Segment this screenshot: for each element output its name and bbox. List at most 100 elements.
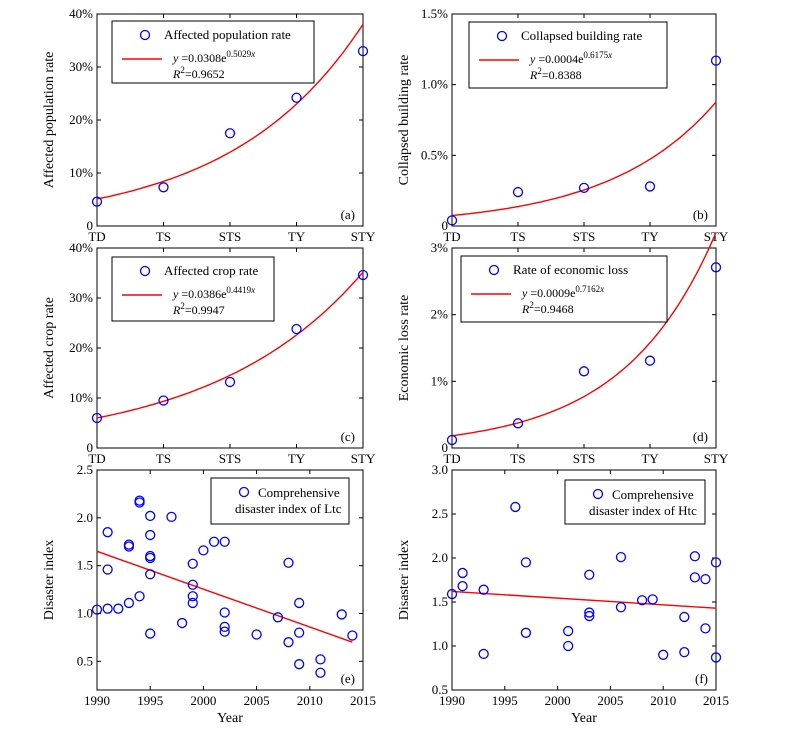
- data-point: [710, 652, 722, 663]
- data-point: [512, 186, 524, 198]
- data-point: [689, 551, 701, 562]
- data-point: [315, 654, 326, 665]
- x-tick-label: STS: [573, 229, 595, 244]
- r-squared: R2=0.9652: [172, 65, 225, 81]
- data-point: [219, 626, 230, 637]
- x-tick-label: 2015: [350, 693, 376, 708]
- data-point: [584, 607, 595, 618]
- y-axis-label: Disaster index: [42, 540, 57, 620]
- panel-b: 0 0.5% 1.0% 1.5% TD TS STS TY STY Collapsed build…: [397, 6, 729, 244]
- data-point: [710, 557, 722, 568]
- data-point: [91, 412, 103, 424]
- x-tick-label: TD: [88, 451, 105, 466]
- data-point: [563, 640, 574, 652]
- legend-marker: [139, 29, 151, 41]
- x-axis-label: Year: [571, 711, 597, 726]
- data-point: [145, 552, 156, 564]
- y-tick-label: 0: [442, 440, 449, 455]
- fit-curve: [451, 232, 717, 437]
- data-point: [520, 557, 532, 568]
- data-point: [224, 128, 236, 139]
- data-point: [446, 588, 458, 600]
- legend-label: Affected population rate: [164, 27, 291, 42]
- legend-box: [210, 477, 350, 525]
- data-point: [187, 591, 198, 602]
- y-tick-label: 2.5: [77, 462, 93, 477]
- y-tick-label: 30%: [69, 290, 93, 305]
- data-point: [91, 196, 103, 207]
- data-point: [446, 215, 458, 226]
- data-point: [336, 609, 347, 620]
- data-point: [123, 597, 135, 609]
- data-point: [283, 557, 294, 568]
- panel-label: (b): [693, 207, 708, 222]
- data-point: [251, 629, 262, 640]
- data-point: [294, 627, 305, 638]
- fit-curve: [96, 271, 364, 419]
- data-point: [158, 182, 169, 193]
- data-point: [166, 511, 177, 523]
- x-tick-label: TS: [510, 229, 525, 244]
- x-tick-label: TD: [443, 229, 460, 244]
- x-tick-label: TS: [510, 451, 525, 466]
- y-tick-label: 0: [87, 440, 94, 455]
- y-tick-label: 2%: [431, 307, 449, 322]
- data-point: [710, 262, 722, 273]
- x-tick-label: STS: [573, 451, 595, 466]
- x-tick-label: 1990: [84, 693, 110, 708]
- x-tick-label: 2000: [190, 693, 216, 708]
- legend-label: Collapsed building rate: [521, 28, 643, 43]
- data-point: [187, 597, 198, 609]
- legend-marker: [139, 265, 151, 277]
- data-point: [291, 92, 302, 103]
- data-point: [700, 623, 711, 634]
- data-point: [563, 625, 574, 637]
- panel-a: 0 10% 20% 30% 40% TD TS STS TY STY Affected popula…: [42, 6, 376, 244]
- data-point: [208, 536, 220, 547]
- y-tick-label: 40%: [69, 6, 93, 21]
- data-point: [102, 603, 113, 614]
- data-point: [224, 376, 236, 388]
- x-tick-label: 1990: [439, 693, 465, 708]
- x-tick-label: TS: [156, 451, 171, 466]
- y-tick-label: 0.5%: [421, 147, 448, 162]
- x-tick-label: STS: [219, 229, 241, 244]
- x-tick-label: TY: [288, 229, 306, 244]
- data-point: [679, 611, 690, 623]
- y-tick-label: 10%: [69, 390, 93, 405]
- legend-marker: [238, 486, 250, 498]
- data-point: [578, 366, 590, 377]
- fit-equation: y =0.0004e0.6175x: [529, 50, 612, 66]
- data-point: [102, 527, 113, 538]
- legend: Rate of economic loss y =0.0009e0.7162xR2…: [460, 255, 668, 323]
- data-point: [294, 597, 305, 609]
- legend: Affected crop rate y =0.0386e0.4419xR2=0.…: [111, 256, 275, 322]
- y-axis-label: Collapsed building rate: [397, 55, 412, 186]
- data-point: [457, 581, 468, 592]
- data-point: [187, 579, 198, 590]
- data-point: [294, 659, 305, 670]
- y-tick-label: 0: [442, 218, 449, 233]
- data-point: [689, 572, 701, 583]
- data-point: [512, 418, 524, 429]
- y-tick-label: 0.5: [77, 653, 93, 668]
- trend-line: [96, 550, 353, 643]
- x-tick-label: 1995: [492, 693, 518, 708]
- r-squared: R2=0.9468: [521, 300, 574, 316]
- data-point: [134, 497, 145, 508]
- fit-curve: [96, 23, 364, 200]
- legend-marker: [592, 488, 604, 500]
- data-point: [145, 529, 156, 541]
- legend-label: disaster index of Ltc: [235, 501, 342, 516]
- panel-label: (d): [693, 429, 708, 444]
- data-point: [710, 55, 722, 66]
- data-point: [658, 649, 669, 660]
- data-point: [584, 569, 595, 580]
- legend: Affected population rate y =0.0308e0.5029…: [111, 20, 315, 84]
- x-tick-label: TY: [288, 451, 306, 466]
- y-tick-label: 1.0: [432, 638, 448, 653]
- data-point: [578, 182, 590, 193]
- panel-label: (c): [341, 429, 355, 444]
